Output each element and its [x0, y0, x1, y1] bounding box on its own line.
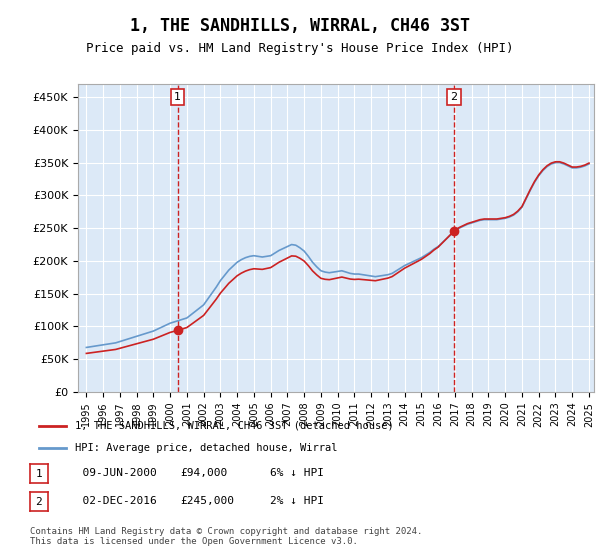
Text: 09-JUN-2000: 09-JUN-2000 [69, 468, 157, 478]
Text: 6% ↓ HPI: 6% ↓ HPI [270, 468, 324, 478]
Text: 2: 2 [450, 92, 457, 102]
Text: 2% ↓ HPI: 2% ↓ HPI [270, 496, 324, 506]
Text: Price paid vs. HM Land Registry's House Price Index (HPI): Price paid vs. HM Land Registry's House … [86, 42, 514, 55]
Text: 02-DEC-2016: 02-DEC-2016 [69, 496, 157, 506]
Text: 1, THE SANDHILLS, WIRRAL, CH46 3ST (detached house): 1, THE SANDHILLS, WIRRAL, CH46 3ST (deta… [75, 421, 394, 431]
Text: 2: 2 [35, 497, 43, 507]
Text: 1: 1 [174, 92, 181, 102]
Text: HPI: Average price, detached house, Wirral: HPI: Average price, detached house, Wirr… [75, 443, 337, 453]
Text: £94,000: £94,000 [180, 468, 227, 478]
Text: 1, THE SANDHILLS, WIRRAL, CH46 3ST: 1, THE SANDHILLS, WIRRAL, CH46 3ST [130, 17, 470, 35]
Text: Contains HM Land Registry data © Crown copyright and database right 2024.
This d: Contains HM Land Registry data © Crown c… [30, 526, 422, 546]
Text: 1: 1 [35, 469, 43, 479]
Text: £245,000: £245,000 [180, 496, 234, 506]
